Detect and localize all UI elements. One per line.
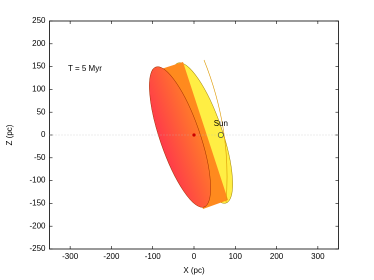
y-tick-label: 100 — [32, 85, 46, 94]
y-tick-label: -250 — [29, 244, 46, 253]
y-tick-label: 0 — [41, 130, 46, 139]
x-axis-label: X (pc) — [183, 266, 205, 275]
y-tick-label: -50 — [34, 153, 46, 162]
point — [217, 132, 224, 138]
x-tick-label: -300 — [62, 252, 79, 261]
ring-front — [149, 66, 211, 208]
y-tick-label: 50 — [37, 107, 46, 116]
point-label: Sun — [214, 119, 228, 128]
y-tick-label: -200 — [29, 221, 46, 230]
y-tick-label: -150 — [29, 199, 46, 208]
point — [192, 133, 196, 137]
y-tick-label: -100 — [29, 176, 46, 185]
y-tick-label: 150 — [32, 62, 46, 71]
x-tick-label: 200 — [270, 252, 284, 261]
x-tick-label: 100 — [229, 252, 243, 261]
y-tick-label: 250 — [32, 16, 46, 25]
ring-edge — [203, 59, 228, 203]
x-tick-label: 300 — [311, 252, 325, 261]
x-tick-label: -200 — [103, 252, 120, 261]
x-tick-label: 0 — [192, 252, 197, 261]
y-tick-label: 200 — [32, 39, 46, 48]
x-tick-label: -100 — [145, 252, 162, 261]
annotation: T = 5 Myr — [68, 64, 102, 73]
y-axis-label: Z (pc) — [5, 124, 14, 145]
